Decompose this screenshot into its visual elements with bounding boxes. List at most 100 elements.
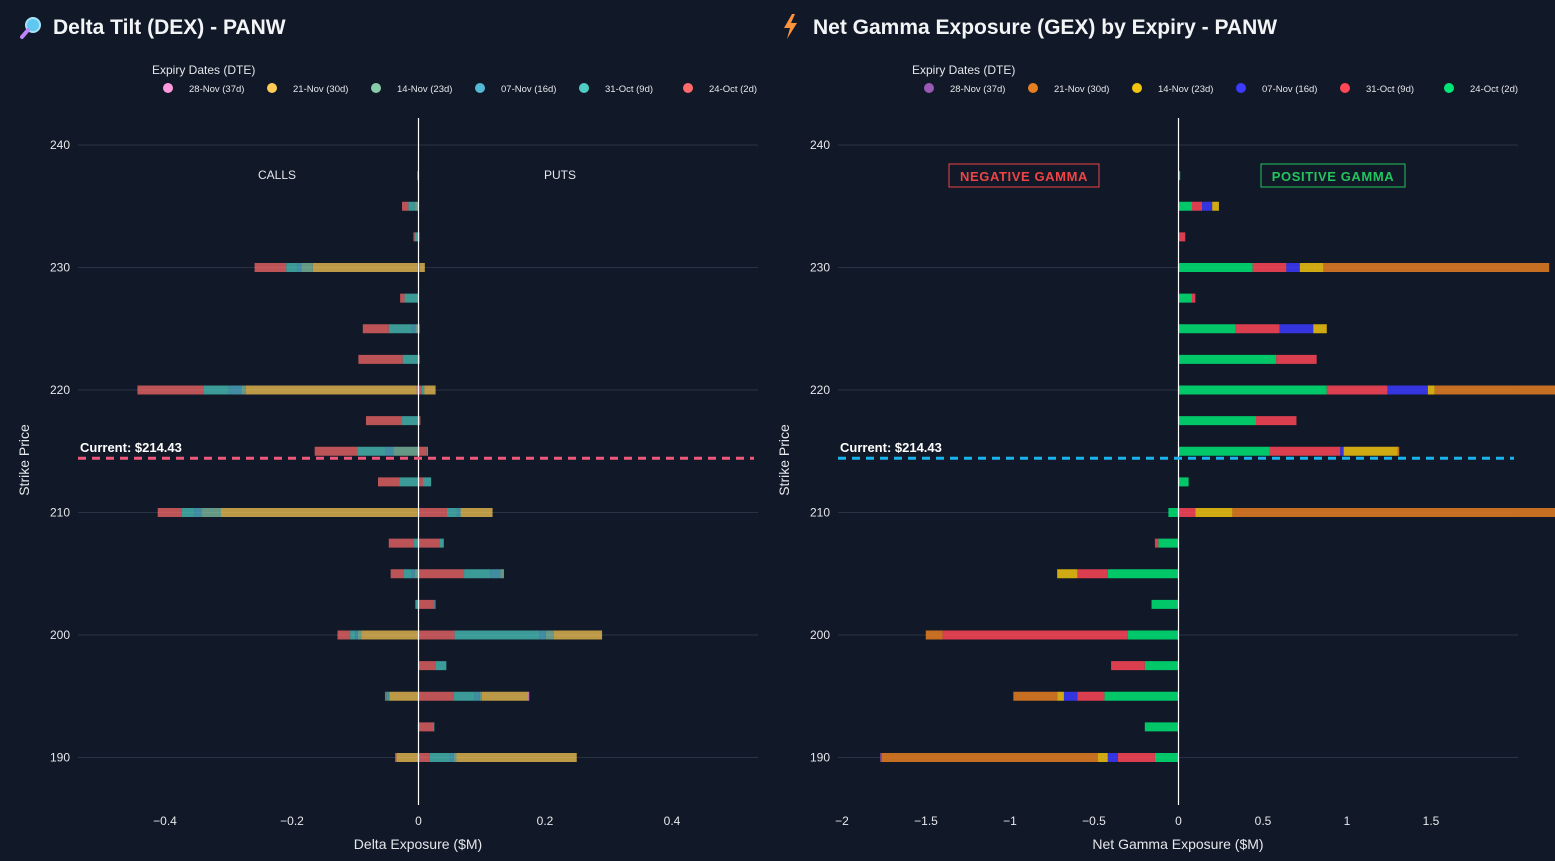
bar-segment[interactable]: [1107, 569, 1179, 579]
bar-segment[interactable]: [1178, 477, 1189, 487]
bar-segment[interactable]: [1154, 538, 1159, 548]
bar-segment[interactable]: [1077, 569, 1108, 579]
bar-segment[interactable]: [881, 753, 1098, 762]
bar-segment[interactable]: [435, 661, 447, 671]
bar-segment[interactable]: [388, 538, 415, 548]
bar-segment[interactable]: [1252, 263, 1287, 272]
legend-marker[interactable]: [924, 83, 934, 93]
legend-marker[interactable]: [163, 83, 173, 93]
legend-label[interactable]: 21-Nov (30d): [293, 84, 348, 95]
bar-segment[interactable]: [424, 385, 436, 395]
bar-segment[interactable]: [245, 385, 417, 395]
bar-segment[interactable]: [417, 508, 419, 517]
bar-segment[interactable]: [1178, 201, 1192, 211]
bar-segment[interactable]: [460, 508, 493, 517]
bar-segment[interactable]: [453, 753, 457, 762]
bar-segment[interactable]: [421, 385, 425, 395]
bar-segment[interactable]: [357, 446, 386, 456]
legend-label[interactable]: 21-Nov (30d): [1054, 84, 1109, 95]
bar-segment[interactable]: [396, 753, 419, 762]
bar-segment[interactable]: [426, 446, 428, 456]
bar-segment[interactable]: [1057, 691, 1064, 701]
bar-segment[interactable]: [411, 324, 416, 334]
bar-segment[interactable]: [1077, 691, 1105, 701]
bar-segment[interactable]: [418, 508, 447, 517]
bar-segment[interactable]: [433, 722, 435, 732]
bar-segment[interactable]: [403, 569, 412, 579]
bar-segment[interactable]: [1235, 324, 1280, 334]
bar-segment[interactable]: [418, 691, 454, 701]
bar-segment[interactable]: [418, 446, 427, 456]
bar-segment[interactable]: [1279, 324, 1314, 334]
bar-segment[interactable]: [545, 630, 554, 640]
bar-segment[interactable]: [254, 263, 287, 272]
bar-segment[interactable]: [1299, 263, 1324, 272]
bar-segment[interactable]: [464, 569, 491, 579]
legend-marker[interactable]: [1028, 83, 1038, 93]
legend-marker[interactable]: [1444, 83, 1454, 93]
bar-segment[interactable]: [418, 263, 420, 272]
bar-segment[interactable]: [414, 232, 419, 242]
bar-segment[interactable]: [418, 753, 430, 762]
bar-segment[interactable]: [500, 569, 504, 579]
legend-marker[interactable]: [1132, 83, 1142, 93]
bar-segment[interactable]: [1111, 661, 1145, 671]
bar-segment[interactable]: [1397, 446, 1400, 456]
bar-segment[interactable]: [228, 385, 242, 395]
bar-segment[interactable]: [194, 508, 203, 517]
bar-segment[interactable]: [157, 508, 182, 517]
bar-segment[interactable]: [402, 201, 409, 211]
bar-segment[interactable]: [404, 293, 419, 303]
bar-segment[interactable]: [1286, 263, 1300, 272]
bar-segment[interactable]: [365, 416, 403, 426]
bar-segment[interactable]: [1313, 324, 1327, 334]
bar-segment[interactable]: [528, 691, 530, 701]
bar-segment[interactable]: [414, 201, 419, 211]
bar-segment[interactable]: [1013, 691, 1058, 701]
bar-segment[interactable]: [434, 599, 436, 609]
bar-segment[interactable]: [418, 630, 455, 640]
bar-segment[interactable]: [490, 569, 501, 579]
bar-segment[interactable]: [418, 722, 434, 732]
bar-segment[interactable]: [416, 385, 419, 395]
bar-segment[interactable]: [358, 354, 403, 364]
bar-segment[interactable]: [415, 599, 419, 609]
bar-segment[interactable]: [449, 753, 454, 762]
bar-segment[interactable]: [1191, 293, 1196, 303]
bar-segment[interactable]: [456, 508, 460, 517]
bar-segment[interactable]: [1343, 446, 1398, 456]
bar-segment[interactable]: [880, 753, 882, 762]
bar-segment[interactable]: [221, 508, 418, 517]
bar-segment[interactable]: [414, 569, 419, 579]
bar-segment[interactable]: [1178, 446, 1270, 456]
bar-segment[interactable]: [386, 691, 389, 701]
bar-segment[interactable]: [418, 324, 420, 334]
legend-label[interactable]: 28-Nov (37d): [950, 84, 1005, 95]
bar-segment[interactable]: [1104, 691, 1179, 701]
bar-segment[interactable]: [1178, 354, 1277, 364]
legend-label[interactable]: 14-Nov (23d): [1158, 84, 1213, 95]
bar-segment[interactable]: [418, 661, 436, 671]
bar-segment[interactable]: [1256, 416, 1297, 426]
bar-segment[interactable]: [388, 691, 391, 701]
legend-label[interactable]: 24-Oct (2d): [709, 84, 757, 95]
legend-label[interactable]: 31-Oct (9d): [605, 84, 653, 95]
bar-segment[interactable]: [418, 599, 435, 609]
bar-segment[interactable]: [137, 385, 204, 395]
bar-segment[interactable]: [1178, 508, 1196, 517]
bar-segment[interactable]: [241, 385, 246, 395]
bar-segment[interactable]: [415, 324, 419, 334]
bar-segment[interactable]: [350, 630, 356, 640]
bar-segment[interactable]: [202, 508, 221, 517]
bar-segment[interactable]: [181, 508, 195, 517]
bar-segment[interactable]: [1178, 293, 1192, 303]
bar-segment[interactable]: [418, 569, 465, 579]
bar-segment[interactable]: [1158, 538, 1179, 548]
bar-segment[interactable]: [418, 538, 440, 548]
legend-label[interactable]: 07-Nov (16d): [1262, 84, 1317, 95]
bar-segment[interactable]: [1434, 385, 1555, 395]
bar-segment[interactable]: [1269, 446, 1341, 456]
legend-label[interactable]: 28-Nov (37d): [189, 84, 244, 95]
legend-label[interactable]: 14-Nov (23d): [397, 84, 452, 95]
bar-segment[interactable]: [1191, 201, 1203, 211]
